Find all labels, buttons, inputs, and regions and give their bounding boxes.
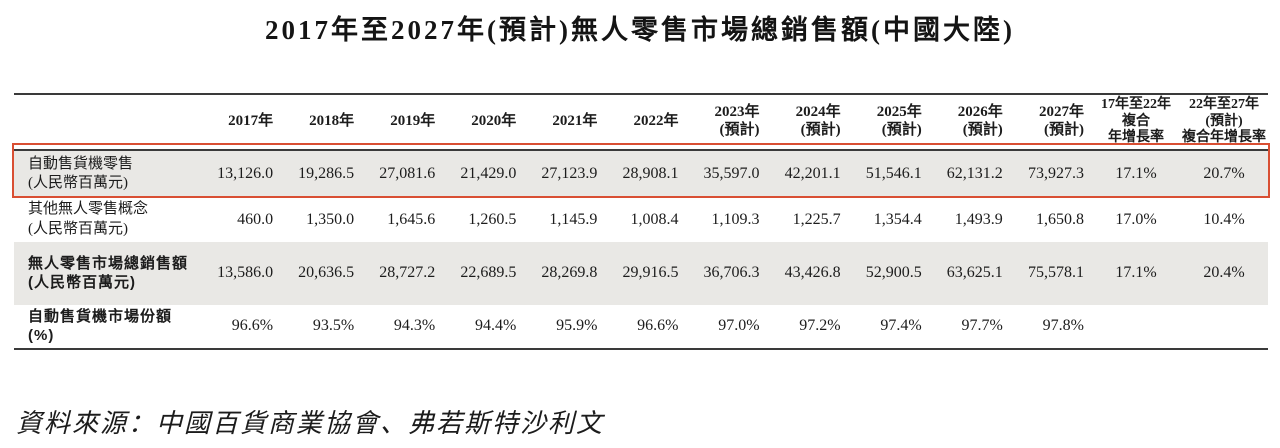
table-cell: 20,636.5: [281, 241, 363, 305]
table-cell: 95.9%: [556, 317, 598, 335]
table-row: 自動售貨機市場份額 (%) 96.6% 93.5% 94.3% 94.4% 95.9% 96…: [14, 305, 1268, 348]
table-cell: 35,597.0: [686, 150, 768, 198]
table-cell: 17.1%: [1092, 241, 1180, 305]
column-header: 2021年: [524, 95, 606, 151]
table-cell: 20.4%: [1180, 241, 1268, 305]
table-cell: 1,109.3: [711, 210, 760, 228]
column-header: 2017年: [200, 95, 282, 151]
page-title: 2017年至2027年(預計)無人零售市場總銷售額(中國大陸): [265, 15, 1015, 45]
row-label: 自動售貨機零售 (人民幣百萬元): [14, 150, 200, 198]
table-cell: 93.5%: [312, 317, 355, 335]
table-cell: 1,008.4: [630, 210, 679, 228]
table-cell: 63,625.1: [929, 241, 1011, 305]
sales-table: 2017年 2018年 2019年 2020年 2021年 2022年 2023年 (預計)…: [12, 93, 1270, 350]
table-cell: 75,578.1: [1010, 241, 1092, 305]
column-header: 2027年 (預計): [1010, 95, 1092, 151]
column-header: 2023年 (預計): [686, 95, 768, 151]
source-note: 資料來源：中國百貨商業協會、弗若斯特沙利文: [16, 408, 605, 438]
table-cell: 1,354.4: [873, 210, 922, 228]
row-label: 無人零售市場總銷售額 (人民幣百萬元): [14, 241, 200, 305]
table-cell: 29,916.5: [605, 241, 687, 305]
table-cell: 36,706.3: [686, 241, 768, 305]
table-header-row: 2017年 2018年 2019年 2020年 2021年 2022年 2023年 (預計)…: [14, 95, 1268, 151]
document-page: 2017年至2027年(預計)無人零售市場總銷售額(中國大陸) 2017年 201…: [0, 12, 1280, 448]
table-cell: 97.7%: [961, 317, 1003, 335]
column-header: 2022年: [605, 95, 687, 151]
table-cell: 52,900.5: [848, 241, 930, 305]
row-label-header: [14, 95, 200, 151]
table-cell: 17.0%: [1115, 210, 1157, 228]
column-header: 2020年: [443, 95, 525, 151]
table-cell: 1,350.0: [306, 210, 355, 228]
table-row: 無人零售市場總銷售額 (人民幣百萬元) 13,586.0 20,636.5 28,72…: [14, 241, 1268, 305]
row-label: 自動售貨機市場份額 (%): [28, 307, 173, 345]
table-cell: 19,286.5: [281, 150, 363, 198]
table-cell: 28,908.1: [605, 150, 687, 198]
table-cell: 96.6%: [231, 317, 274, 335]
table-row: 自動售貨機零售 (人民幣百萬元) 13,126.0 19,286.5 27,081.6…: [14, 150, 1268, 198]
table-cell: 43,426.8: [767, 241, 849, 305]
table-cell: 13,586.0: [200, 241, 282, 305]
table-cell: [1092, 305, 1180, 348]
column-header: 2025年 (預計): [848, 95, 930, 151]
table-cell: 10.4%: [1203, 210, 1245, 228]
table-cell: [1180, 305, 1268, 348]
column-header: 2024年 (預計): [767, 95, 849, 151]
column-header: 17年至22年 複合 年增長率: [1092, 95, 1180, 151]
table-cell: 460.0: [237, 210, 274, 228]
table-cell: 94.4%: [474, 317, 517, 335]
table-cell: 97.4%: [880, 317, 922, 335]
column-header: 2018年: [281, 95, 363, 151]
table-cell: 28,727.2: [362, 241, 444, 305]
table-cell: 73,927.3: [1010, 150, 1092, 198]
table-cell: 1,493.9: [954, 210, 1003, 228]
table-cell: 62,131.2: [929, 150, 1011, 198]
table-cell: 1,645.6: [387, 210, 436, 228]
table-cell: 1,145.9: [549, 210, 598, 228]
table-cell: 97.0%: [718, 317, 760, 335]
column-header: 2019年: [362, 95, 444, 151]
table-cell: 94.3%: [393, 317, 436, 335]
table-cell: 42,201.1: [767, 150, 849, 198]
table-row: 其他無人零售概念 (人民幣百萬元) 460.0 1,350.0 1,645.6 1,26…: [14, 198, 1268, 242]
table-cell: 96.6%: [637, 317, 679, 335]
table-cell: 97.8%: [1042, 317, 1084, 335]
table-cell: 1,260.5: [468, 210, 517, 228]
table-cell: 1,650.8: [1036, 210, 1084, 228]
column-header: 22年至27年 (預計) 複合年增長率: [1180, 95, 1268, 151]
table-cell: 28,269.8: [524, 241, 606, 305]
table-cell: 20.7%: [1180, 150, 1268, 198]
table-cell: 13,126.0: [200, 150, 282, 198]
table-cell: 1,225.7: [792, 210, 841, 228]
table-cell: 97.2%: [799, 317, 841, 335]
table-cell: 22,689.5: [443, 241, 525, 305]
column-header: 2026年 (預計): [929, 95, 1011, 151]
table-cell: 27,123.9: [524, 150, 606, 198]
table-cell: 21,429.0: [443, 150, 525, 198]
table-cell: 17.1%: [1092, 150, 1180, 198]
table-cell: 27,081.6: [362, 150, 444, 198]
data-table: 2017年 2018年 2019年 2020年 2021年 2022年 2023年 (預計)…: [14, 93, 1268, 350]
row-label: 其他無人零售概念 (人民幣百萬元): [28, 201, 149, 237]
table-cell: 51,546.1: [848, 150, 930, 198]
